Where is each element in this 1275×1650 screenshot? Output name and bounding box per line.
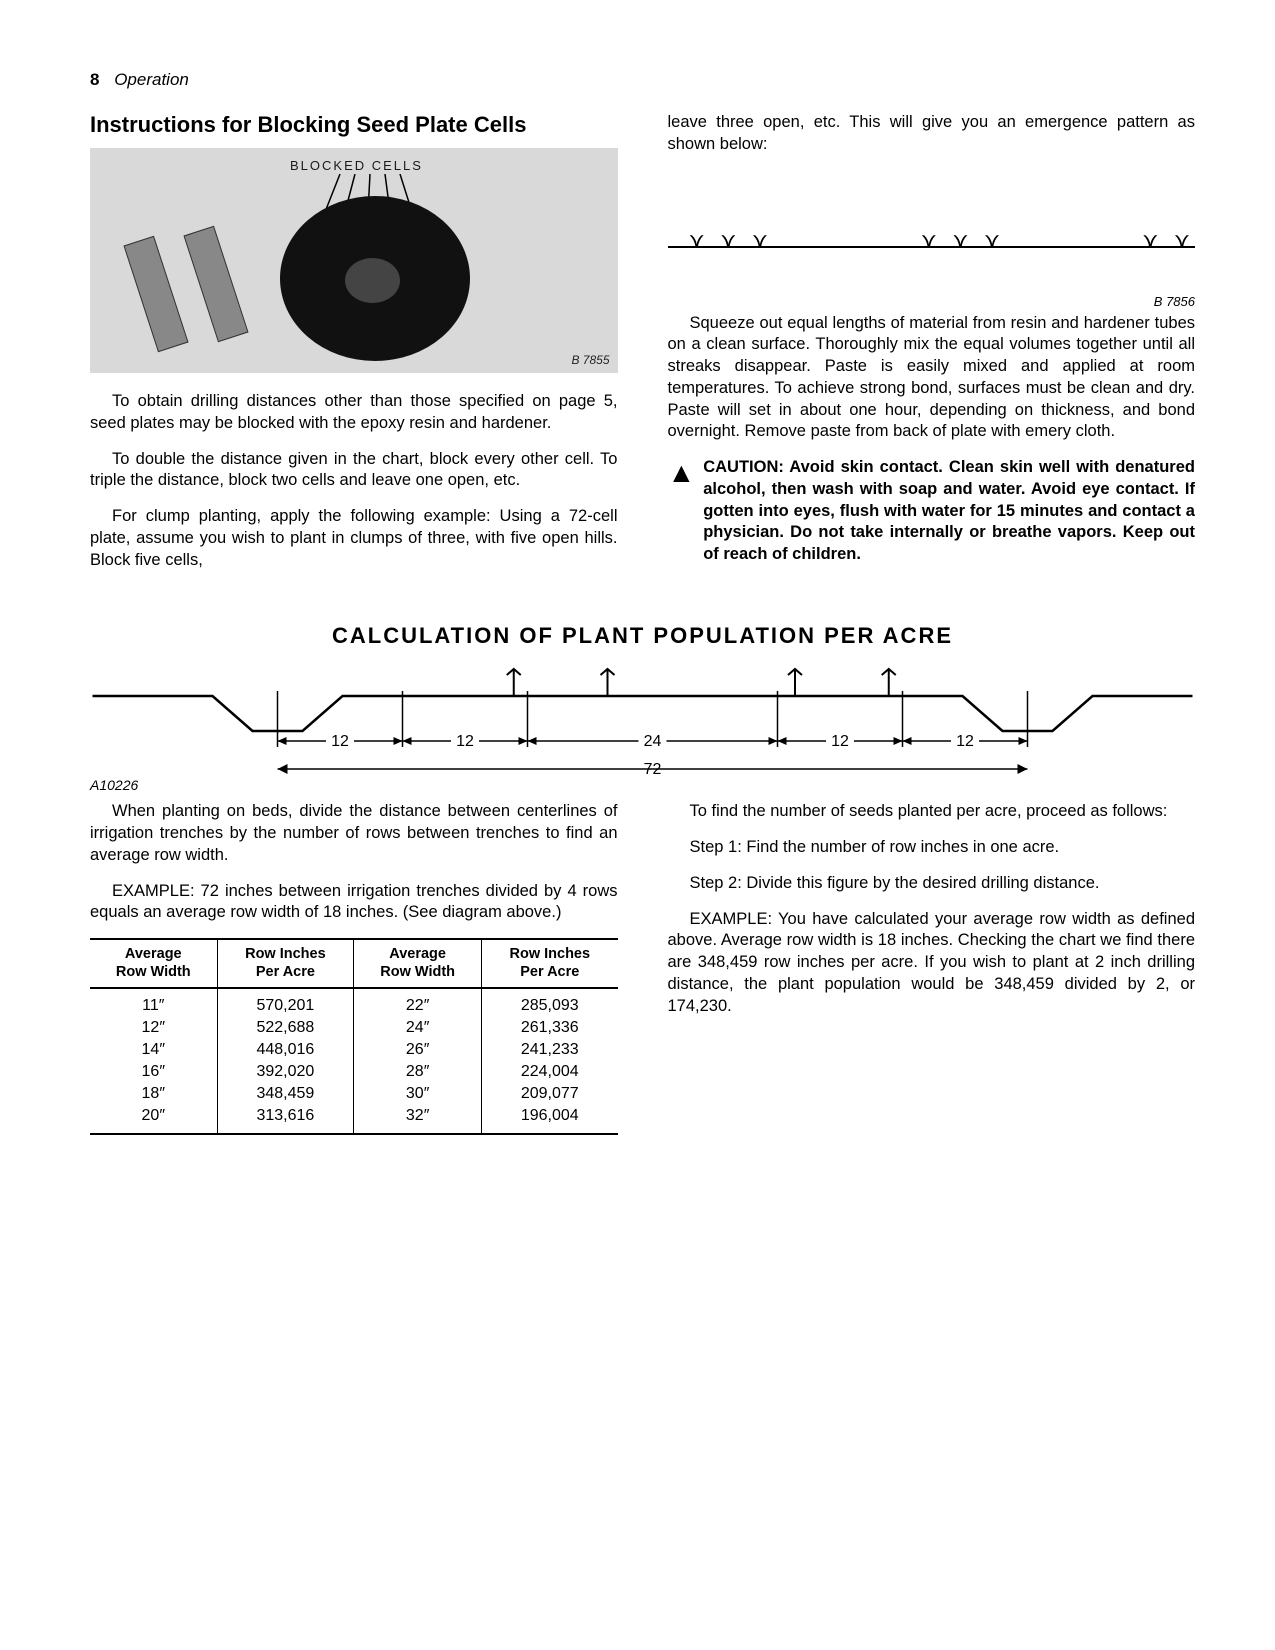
sprout-icon: ⋎ <box>952 230 968 252</box>
row-inches-table: AverageRow WidthRow InchesPer AcreAverag… <box>90 938 618 1135</box>
table-cell: 522,688 <box>217 1017 354 1039</box>
table-cell: 24″ <box>354 1017 482 1039</box>
table-header: Row InchesPer Acre <box>217 939 354 988</box>
calc-left-p1: When planting on beds, divide the distan… <box>90 801 618 866</box>
table-cell: 196,004 <box>482 1105 618 1134</box>
caution-block: ▲ CAUTION: Avoid skin contact. Clean ski… <box>668 457 1196 566</box>
total-dim-label: 72 <box>644 761 662 778</box>
table-cell: 570,201 <box>217 988 354 1017</box>
table-cell: 392,020 <box>217 1061 354 1083</box>
caution-text: CAUTION: Avoid skin contact. Clean skin … <box>703 457 1195 566</box>
table-header: Row InchesPer Acre <box>482 939 618 988</box>
sprout-icon: ⋎ <box>1174 230 1190 252</box>
table-row: 14″448,01626″241,233 <box>90 1039 618 1061</box>
table-cell: 28″ <box>354 1061 482 1083</box>
left-p1: To obtain drilling distances other than … <box>90 391 618 435</box>
seed-plate-hub-icon <box>345 258 400 303</box>
calc-title: CALCULATION OF PLANT POPULATION PER ACRE <box>90 623 1195 649</box>
calc-diagram-ref: A10226 <box>90 777 138 793</box>
table-cell: 32″ <box>354 1105 482 1134</box>
table-row: 11″570,20122″285,093 <box>90 988 618 1017</box>
emergence-figure: ⋎ ⋎ ⋎ ⋎ ⋎ ⋎ ⋎ ⋎ <box>668 196 1196 286</box>
table-cell: 261,336 <box>482 1017 618 1039</box>
plant-icon <box>788 669 802 696</box>
table-cell: 348,459 <box>217 1083 354 1105</box>
section-name: Operation <box>114 70 189 89</box>
upper-columns: Instructions for Blocking Seed Plate Cel… <box>90 112 1195 585</box>
figure-ref: B 7855 <box>571 353 609 367</box>
calc-diagram: 12 12 24 12 12 72 A10226 <box>90 661 1195 791</box>
table-cell: 12″ <box>90 1017 217 1039</box>
calc-right-p2: Step 1: Find the number of row inches in… <box>668 837 1196 859</box>
right-column: leave three open, etc. This will give yo… <box>668 112 1196 585</box>
segment-dim-label: 12 <box>456 733 474 750</box>
table-cell: 313,616 <box>217 1105 354 1134</box>
table-cell: 18″ <box>90 1083 217 1105</box>
sprout-icon: ⋎ <box>984 230 1000 252</box>
plant-icon <box>882 669 896 696</box>
table-cell: 26″ <box>354 1039 482 1061</box>
left-column: Instructions for Blocking Seed Plate Cel… <box>90 112 618 585</box>
table-cell: 285,093 <box>482 988 618 1017</box>
calc-right-p1: To find the number of seeds planted per … <box>668 801 1196 823</box>
resin-tube-icon <box>123 236 188 352</box>
table-cell: 20″ <box>90 1105 217 1134</box>
left-p3: For clump planting, apply the following … <box>90 506 618 571</box>
calc-right-p3: Step 2: Divide this figure by the desire… <box>668 873 1196 895</box>
table-cell: 30″ <box>354 1083 482 1105</box>
plant-icon <box>507 669 521 696</box>
figure-label: BLOCKED CELLS <box>290 158 423 173</box>
table-cell: 448,016 <box>217 1039 354 1061</box>
table-row: 16″392,02028″224,004 <box>90 1061 618 1083</box>
table-cell: 14″ <box>90 1039 217 1061</box>
table-cell: 209,077 <box>482 1083 618 1105</box>
segment-dim-label: 12 <box>831 733 849 750</box>
table-cell: 224,004 <box>482 1061 618 1083</box>
calc-right-p4: EXAMPLE: You have calculated your averag… <box>668 909 1196 1018</box>
row-spacing-diagram-icon: 12 12 24 12 12 72 <box>90 661 1195 791</box>
sprout-icon: ⋎ <box>1142 230 1158 252</box>
table-row: 20″313,61632″196,004 <box>90 1105 618 1134</box>
sprout-icon: ⋎ <box>720 230 736 252</box>
right-p-mix: Squeeze out equal lengths of material fr… <box>668 313 1196 444</box>
plant-icon <box>601 669 615 696</box>
table-cell: 16″ <box>90 1061 217 1083</box>
calc-left-p2: EXAMPLE: 72 inches between irrigation tr… <box>90 881 618 925</box>
segment-dim-label: 12 <box>331 733 349 750</box>
lower-left-column: When planting on beds, divide the distan… <box>90 801 618 1135</box>
sprout-icon: ⋎ <box>752 230 768 252</box>
table-cell: 241,233 <box>482 1039 618 1061</box>
right-p-top: leave three open, etc. This will give yo… <box>668 112 1196 156</box>
instructions-title: Instructions for Blocking Seed Plate Cel… <box>90 112 618 138</box>
segment-dim-label: 12 <box>956 733 974 750</box>
table-header: AverageRow Width <box>354 939 482 988</box>
table-cell: 22″ <box>354 988 482 1017</box>
seed-plate-figure: BLOCKED CELLS B 7855 <box>90 148 618 373</box>
table-row: 12″522,68824″261,336 <box>90 1017 618 1039</box>
segment-dim-label: 24 <box>644 733 662 750</box>
hardener-tube-icon <box>183 226 248 342</box>
warning-icon: ▲ <box>668 459 696 566</box>
table-header: AverageRow Width <box>90 939 217 988</box>
page: 8 Operation Instructions for Blocking Se… <box>0 0 1275 1195</box>
left-p2: To double the distance given in the char… <box>90 449 618 493</box>
table-row: 18″348,45930″209,077 <box>90 1083 618 1105</box>
emergence-fig-ref: B 7856 <box>668 294 1196 309</box>
sprout-icon: ⋎ <box>689 230 705 252</box>
lower-right-column: To find the number of seeds planted per … <box>668 801 1196 1135</box>
table-cell: 11″ <box>90 988 217 1017</box>
sprout-icon: ⋎ <box>921 230 937 252</box>
page-header: 8 Operation <box>90 70 1195 90</box>
lower-columns: When planting on beds, divide the distan… <box>90 801 1195 1135</box>
page-number: 8 <box>90 70 99 89</box>
